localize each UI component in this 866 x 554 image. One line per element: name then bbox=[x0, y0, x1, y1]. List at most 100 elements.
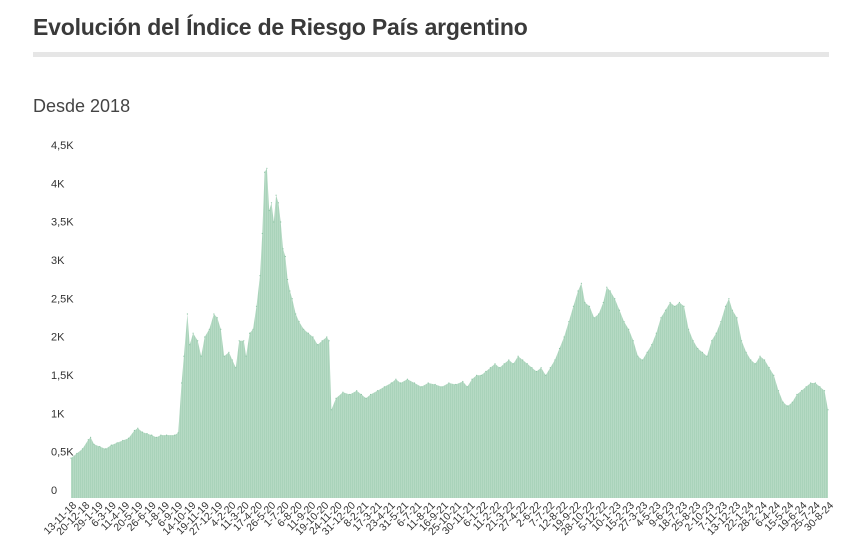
data-point bbox=[503, 363, 505, 365]
data-point bbox=[231, 359, 233, 361]
data-point bbox=[724, 305, 727, 307]
y-tick-label: 2K bbox=[51, 332, 65, 344]
data-point bbox=[259, 275, 261, 277]
data-point bbox=[335, 397, 337, 399]
data-point bbox=[614, 298, 616, 300]
data-point bbox=[602, 301, 604, 304]
data-point bbox=[326, 336, 328, 338]
data-point bbox=[572, 305, 575, 307]
data-point bbox=[298, 321, 300, 323]
data-point bbox=[623, 321, 625, 323]
data-point bbox=[312, 336, 314, 338]
data-point bbox=[273, 221, 275, 223]
data-point bbox=[280, 221, 282, 223]
data-point bbox=[466, 386, 468, 388]
data-point bbox=[800, 390, 803, 392]
data-point bbox=[791, 401, 793, 403]
data-point bbox=[549, 367, 551, 369]
data-point bbox=[697, 347, 699, 350]
data-point bbox=[558, 347, 561, 350]
data-point bbox=[664, 309, 667, 311]
data-point bbox=[197, 340, 199, 342]
data-point bbox=[628, 328, 630, 330]
data-point bbox=[186, 313, 188, 315]
data-point bbox=[116, 442, 118, 444]
data-point bbox=[284, 255, 286, 258]
data-point bbox=[796, 393, 798, 396]
data-point bbox=[141, 431, 143, 433]
data-point bbox=[189, 344, 191, 346]
data-point bbox=[420, 386, 422, 388]
y-tick-label: 1K bbox=[51, 408, 65, 420]
data-point bbox=[637, 355, 639, 357]
data-point bbox=[517, 355, 519, 357]
plot-area bbox=[70, 167, 829, 499]
data-point bbox=[750, 359, 752, 361]
data-point bbox=[137, 427, 139, 429]
data-point bbox=[669, 301, 671, 304]
data-point bbox=[238, 340, 240, 342]
data-point bbox=[356, 390, 358, 392]
data-point bbox=[252, 328, 254, 330]
data-point bbox=[270, 202, 273, 204]
data-point bbox=[383, 386, 385, 388]
data-point bbox=[181, 382, 183, 384]
data-point bbox=[208, 328, 210, 330]
data-point bbox=[146, 433, 148, 435]
data-point bbox=[155, 436, 157, 438]
data-point bbox=[81, 448, 84, 450]
data-point bbox=[660, 317, 662, 319]
data-point bbox=[277, 202, 279, 204]
y-tick-label: 1,5K bbox=[51, 370, 74, 382]
data-point bbox=[580, 282, 583, 284]
data-point bbox=[413, 382, 415, 384]
data-point bbox=[370, 393, 372, 396]
data-point bbox=[434, 383, 436, 386]
data-point bbox=[674, 305, 676, 307]
data-point bbox=[70, 457, 72, 459]
data-point bbox=[711, 340, 713, 342]
data-point bbox=[728, 298, 730, 300]
data-point bbox=[213, 313, 215, 315]
data-point bbox=[646, 351, 648, 353]
data-point bbox=[692, 340, 694, 342]
data-point bbox=[535, 370, 538, 373]
title-divider bbox=[33, 52, 829, 57]
data-point bbox=[376, 390, 379, 392]
data-point bbox=[462, 380, 464, 383]
data-point bbox=[540, 367, 542, 369]
data-point bbox=[823, 390, 826, 392]
data-point bbox=[365, 397, 367, 399]
data-point bbox=[489, 367, 491, 369]
data-point bbox=[245, 355, 247, 357]
data-point bbox=[632, 340, 634, 342]
y-axis: 0 0,5K 1K 1,5K 2K 2,5K 3K 3,5K 4K 4,5K bbox=[51, 140, 74, 497]
data-point bbox=[122, 439, 124, 442]
y-tick-label: 0 bbox=[51, 485, 57, 497]
data-point bbox=[494, 363, 496, 365]
data-point bbox=[133, 429, 135, 432]
data-point bbox=[655, 332, 657, 334]
data-point bbox=[406, 378, 408, 380]
data-point bbox=[266, 167, 268, 169]
data-point bbox=[773, 374, 775, 376]
y-tick-label: 0,5K bbox=[51, 447, 74, 459]
data-point bbox=[618, 309, 621, 311]
data-point bbox=[90, 436, 92, 438]
chart-subtitle: Desde 2018 bbox=[33, 96, 131, 116]
data-point bbox=[745, 351, 747, 353]
data-point bbox=[303, 328, 305, 330]
data-point bbox=[307, 332, 309, 334]
data-point bbox=[531, 367, 533, 369]
data-point bbox=[317, 344, 319, 346]
data-point bbox=[249, 332, 251, 334]
data-point bbox=[759, 355, 761, 357]
data-point bbox=[216, 317, 218, 319]
data-point bbox=[678, 301, 681, 304]
data-point bbox=[810, 382, 812, 384]
data-point bbox=[554, 359, 556, 361]
data-point bbox=[593, 317, 595, 319]
data-point bbox=[128, 437, 130, 439]
data-point bbox=[588, 305, 591, 307]
